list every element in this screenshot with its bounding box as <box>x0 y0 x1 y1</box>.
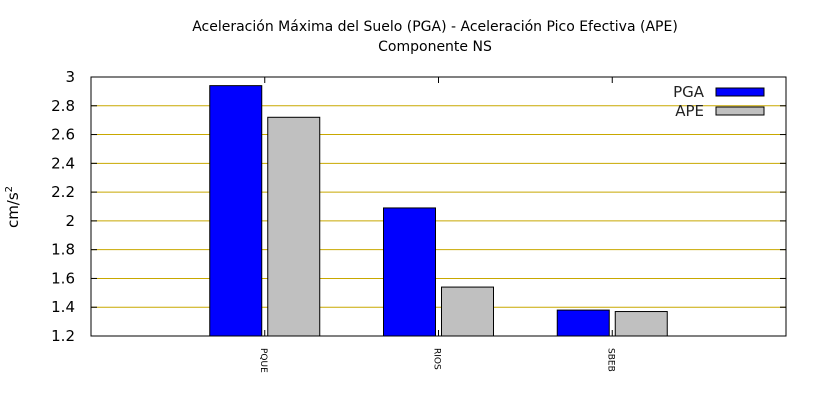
y-tick-label: 3 <box>65 68 75 86</box>
x-tick-label: PQUE <box>258 348 268 373</box>
y-tick-label: 1.4 <box>51 298 75 316</box>
x-tick-label: SBEB <box>605 348 615 372</box>
y-tick-label: 1.8 <box>51 241 75 259</box>
y-tick-label: 2.2 <box>51 183 75 201</box>
bar-ape-pque <box>268 117 320 336</box>
y-tick-label: 1.2 <box>51 327 75 345</box>
x-tick-label: RIOS <box>432 348 442 370</box>
y-tick-label: 2 <box>65 212 75 230</box>
y-tick-label: 2.8 <box>51 97 75 115</box>
bars <box>210 86 668 336</box>
legend-swatch-ape <box>716 107 764 115</box>
legend-label-ape: APE <box>675 102 704 120</box>
bar-pga-pque <box>210 86 262 336</box>
legend-label-pga: PGA <box>673 83 705 101</box>
y-tick-label: 1.6 <box>51 269 75 287</box>
chart-subtitle: Componente NS <box>378 39 492 55</box>
legend-swatch-pga <box>716 88 764 96</box>
bar-pga-rios <box>384 208 436 336</box>
y-tick-label: 2.6 <box>51 126 75 144</box>
chart-title: Aceleración Máxima del Suelo (PGA) - Ace… <box>192 19 678 35</box>
y-axis-label: cm/s2 <box>4 186 22 228</box>
grid-lines <box>91 106 786 307</box>
bar-pga-sbeb <box>557 310 609 336</box>
bar-ape-rios <box>442 287 494 336</box>
y-tick-label: 2.4 <box>51 154 75 172</box>
bar-ape-sbeb <box>615 312 667 336</box>
